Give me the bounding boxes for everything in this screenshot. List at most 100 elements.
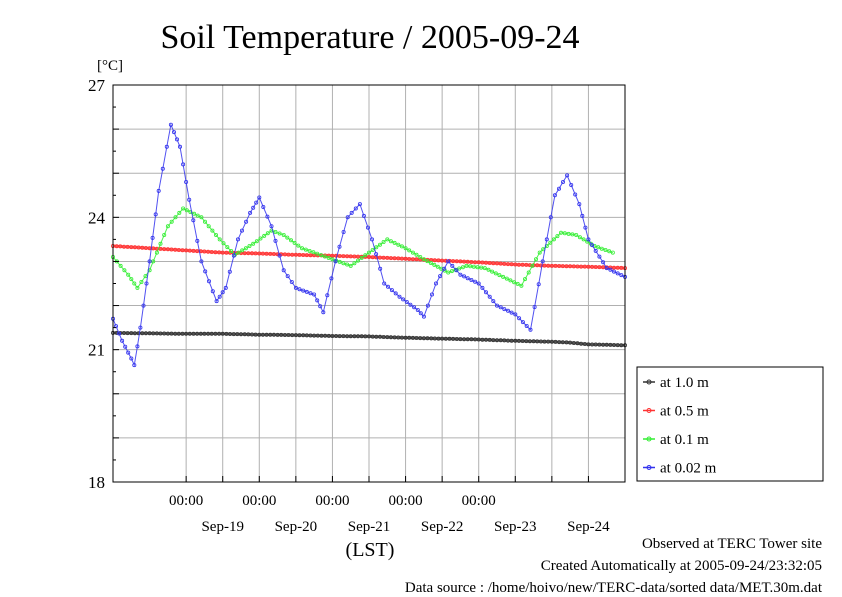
data-point: [498, 305, 503, 310]
x-date-label: Sep-20: [275, 519, 318, 535]
data-point: [568, 264, 573, 269]
data-point: [429, 336, 434, 341]
series-at-0-02-m: [111, 122, 628, 368]
data-point: [325, 293, 330, 298]
data-point: [462, 274, 467, 279]
data-point: [206, 249, 211, 254]
data-point: [429, 292, 434, 297]
data-point: [407, 335, 412, 340]
data-point: [318, 253, 323, 258]
data-point: [176, 247, 181, 252]
data-point: [454, 268, 459, 273]
data-point: [388, 239, 393, 244]
data-point: [415, 307, 420, 312]
legend-swatch-marker: [646, 465, 652, 470]
data-point: [403, 246, 408, 251]
legend-swatch-marker: [646, 436, 652, 442]
data-point: [297, 287, 302, 292]
data-point: [359, 255, 364, 260]
data-point: [396, 256, 401, 261]
data-point: [579, 341, 584, 346]
data-point: [520, 320, 525, 325]
data-point: [566, 231, 571, 236]
data-point: [579, 264, 584, 269]
y-tick-label: 21: [88, 341, 105, 360]
data-point: [530, 263, 535, 268]
data-point: [224, 250, 229, 255]
data-point: [249, 332, 254, 337]
data-point: [292, 240, 297, 245]
data-point: [535, 339, 540, 344]
data-point: [555, 234, 560, 239]
data-point: [164, 144, 169, 149]
data-point: [304, 333, 309, 338]
data-point: [202, 331, 207, 336]
data-point: [561, 179, 566, 184]
data-point: [599, 246, 604, 251]
data-point: [528, 327, 533, 332]
data-point: [494, 303, 499, 308]
data-point: [432, 262, 437, 267]
data-point: [279, 332, 284, 337]
data-point: [524, 323, 529, 328]
data-point: [169, 247, 174, 252]
data-point: [520, 262, 525, 267]
data-point: [319, 333, 324, 338]
data-point: [366, 250, 371, 255]
legend-label: at 1.0 m: [660, 375, 709, 391]
data-point: [312, 333, 317, 338]
data-point: [177, 210, 182, 215]
data-point: [214, 299, 219, 304]
data-point: [473, 337, 478, 342]
data-point: [209, 331, 214, 336]
data-point: [213, 232, 218, 237]
data-point: [139, 279, 144, 284]
data-point: [374, 252, 379, 257]
data-point: [271, 251, 276, 256]
data-point: [162, 331, 167, 336]
data-point: [505, 308, 510, 313]
data-point: [160, 166, 165, 171]
data-point: [253, 251, 258, 256]
legend-box: [636, 366, 824, 482]
data-point: [143, 331, 148, 336]
data-point: [257, 251, 262, 256]
data-point: [135, 344, 140, 349]
data-point: [469, 259, 474, 264]
data-point: [271, 332, 276, 337]
data-point: [476, 281, 481, 286]
data-point: [573, 192, 578, 197]
data-point: [608, 267, 613, 272]
data-point: [392, 335, 397, 340]
data-point: [407, 248, 412, 253]
data-point: [136, 245, 141, 250]
data-point: [191, 218, 196, 223]
data-point: [404, 299, 409, 304]
data-point: [480, 260, 485, 265]
data-point: [120, 338, 125, 343]
data-point: [246, 251, 251, 256]
data-point: [227, 269, 232, 274]
data-point: [557, 186, 562, 191]
data-point: [443, 258, 448, 263]
data-point: [397, 294, 402, 299]
data-point: [277, 231, 282, 236]
data-point: [377, 255, 382, 260]
data-point: [355, 254, 360, 259]
data-point: [557, 263, 562, 268]
data-point: [151, 331, 156, 336]
data-point: [468, 264, 473, 269]
data-point: [129, 356, 134, 361]
data-point: [370, 247, 375, 252]
x-tick-label: 00:00: [242, 493, 276, 509]
data-point: [231, 253, 236, 258]
data-point: [173, 215, 178, 220]
data-point: [433, 281, 438, 286]
data-point: [254, 200, 259, 205]
data-point: [473, 279, 478, 284]
data-point: [251, 241, 256, 246]
data-point: [277, 253, 282, 258]
data-point: [465, 259, 470, 264]
data-point: [308, 291, 313, 296]
data-point: [239, 228, 244, 233]
